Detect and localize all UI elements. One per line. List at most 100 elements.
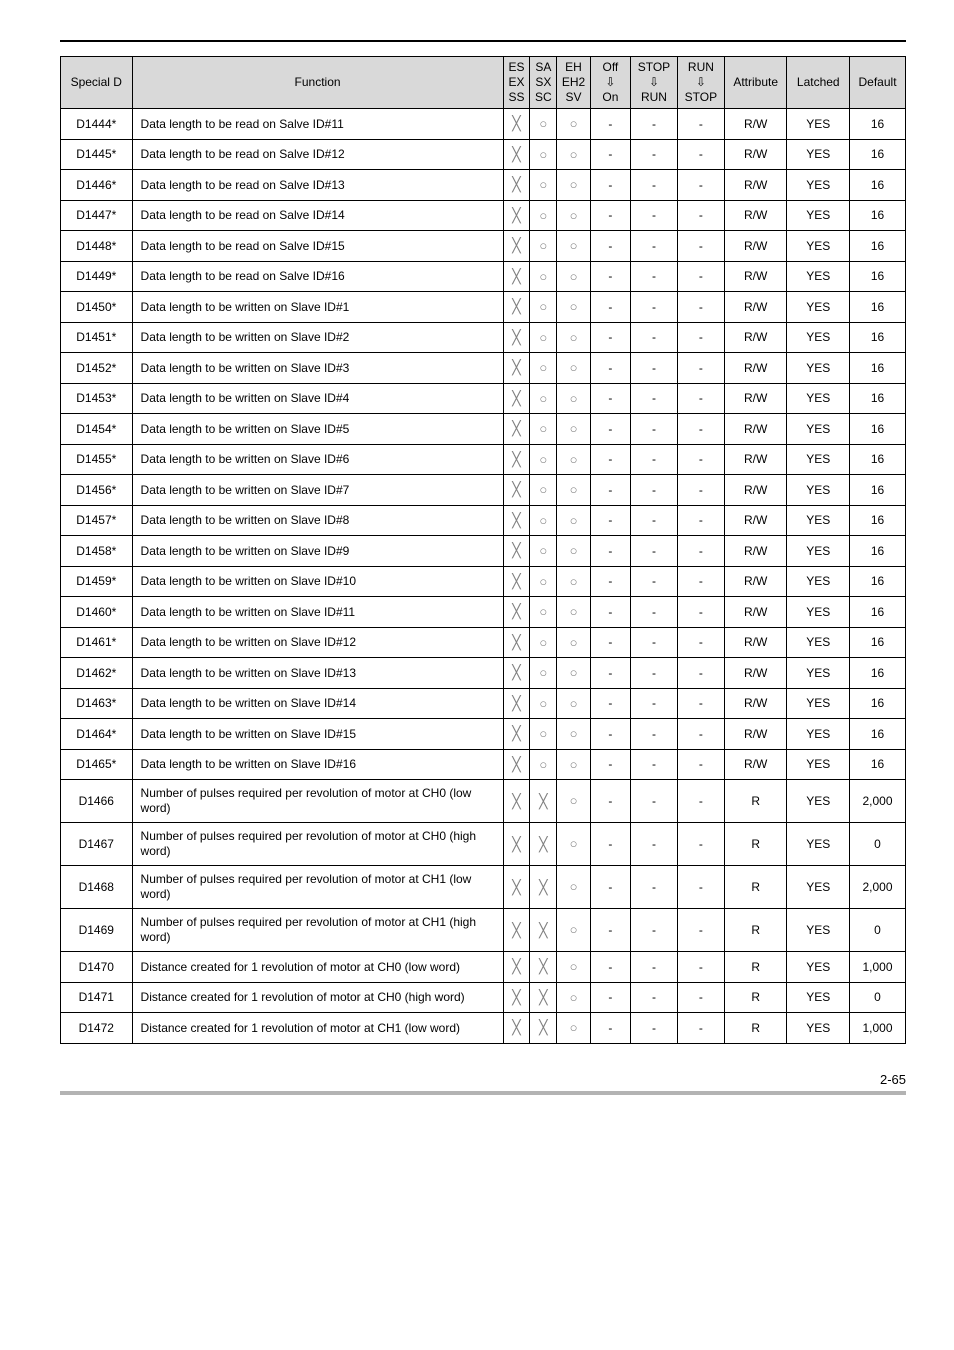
cell-latched: YES (787, 1013, 850, 1044)
special-d-table: Special D Function ES EX SS SA SX SC (60, 56, 906, 1044)
hdr-latched: Latched (787, 57, 850, 109)
cell-off: - (590, 170, 630, 201)
hdr-run: RUN ⇩ STOP (677, 57, 724, 109)
table-body: D1444*Data length to be read on Salve ID… (61, 109, 906, 1044)
cell-es: ╳ (503, 383, 530, 414)
cell-attribute: R/W (724, 566, 787, 597)
cell-off: - (590, 909, 630, 952)
cell-es: ╳ (503, 823, 530, 866)
cell-es: ╳ (503, 688, 530, 719)
cell-attribute: R/W (724, 231, 787, 262)
hdr-es-l3: SS (509, 91, 525, 105)
table-header: Special D Function ES EX SS SA SX SC (61, 57, 906, 109)
cell-run: - (677, 139, 724, 170)
cell-attribute: R/W (724, 688, 787, 719)
cell-attribute: R/W (724, 536, 787, 567)
cell-function: Distance created for 1 revolution of mot… (132, 1013, 503, 1044)
hdr-es: ES EX SS (503, 57, 530, 109)
page-footer: 2-65 (60, 1072, 906, 1095)
cell-latched: YES (787, 866, 850, 909)
cell-special-d: D1455* (61, 444, 133, 475)
footer-rule (60, 1091, 906, 1095)
cell-stop: - (631, 505, 678, 536)
cell-stop: - (631, 414, 678, 445)
cell-default: 16 (850, 231, 906, 262)
cell-function: Data length to be read on Salve ID#15 (132, 231, 503, 262)
cell-off: - (590, 536, 630, 567)
cell-attribute: R/W (724, 505, 787, 536)
cell-sa: ○ (530, 322, 557, 353)
cell-eh: ○ (557, 688, 591, 719)
cell-stop: - (631, 719, 678, 750)
cell-es: ╳ (503, 780, 530, 823)
cell-function: Data length to be written on Slave ID#10 (132, 566, 503, 597)
cell-off: - (590, 200, 630, 231)
cell-sa: ○ (530, 749, 557, 780)
cell-function: Data length to be read on Salve ID#12 (132, 139, 503, 170)
cell-sa: ○ (530, 383, 557, 414)
cell-stop: - (631, 383, 678, 414)
cell-eh: ○ (557, 231, 591, 262)
cell-default: 16 (850, 505, 906, 536)
table-row: D1446*Data length to be read on Salve ID… (61, 170, 906, 201)
cell-special-d: D1458* (61, 536, 133, 567)
hdr-off: Off ⇩ On (590, 57, 630, 109)
cell-sa: ○ (530, 444, 557, 475)
cell-special-d: D1448* (61, 231, 133, 262)
cell-latched: YES (787, 823, 850, 866)
cell-eh: ○ (557, 475, 591, 506)
cell-function: Data length to be written on Slave ID#16 (132, 749, 503, 780)
cell-attribute: R/W (724, 444, 787, 475)
cell-default: 16 (850, 536, 906, 567)
cell-eh: ○ (557, 261, 591, 292)
hdr-off-l3: On (602, 91, 618, 105)
cell-latched: YES (787, 139, 850, 170)
cell-run: - (677, 823, 724, 866)
cell-run: - (677, 952, 724, 983)
cell-run: - (677, 780, 724, 823)
cell-default: 16 (850, 688, 906, 719)
cell-off: - (590, 139, 630, 170)
table-row: D1464*Data length to be written on Slave… (61, 719, 906, 750)
cell-attribute: R/W (724, 139, 787, 170)
cell-run: - (677, 444, 724, 475)
cell-attribute: R/W (724, 719, 787, 750)
table-row: D1465*Data length to be written on Slave… (61, 749, 906, 780)
hdr-sa-l1: SA (535, 61, 551, 75)
cell-function: Distance created for 1 revolution of mot… (132, 982, 503, 1013)
cell-stop: - (631, 475, 678, 506)
cell-off: - (590, 414, 630, 445)
cell-run: - (677, 866, 724, 909)
cell-off: - (590, 383, 630, 414)
cell-default: 0 (850, 909, 906, 952)
cell-default: 16 (850, 597, 906, 628)
cell-run: - (677, 322, 724, 353)
cell-stop: - (631, 823, 678, 866)
cell-latched: YES (787, 109, 850, 140)
table-row: D1444*Data length to be read on Salve ID… (61, 109, 906, 140)
cell-off: - (590, 688, 630, 719)
page-number: 2-65 (880, 1072, 906, 1087)
cell-stop: - (631, 170, 678, 201)
cell-attribute: R/W (724, 200, 787, 231)
cell-stop: - (631, 566, 678, 597)
cell-stop: - (631, 322, 678, 353)
cell-run: - (677, 414, 724, 445)
cell-es: ╳ (503, 909, 530, 952)
cell-stop: - (631, 658, 678, 689)
cell-eh: ○ (557, 139, 591, 170)
cell-es: ╳ (503, 627, 530, 658)
cell-es: ╳ (503, 597, 530, 628)
cell-es: ╳ (503, 982, 530, 1013)
cell-eh: ○ (557, 982, 591, 1013)
cell-sa: ╳ (530, 866, 557, 909)
cell-stop: - (631, 292, 678, 323)
cell-run: - (677, 170, 724, 201)
cell-latched: YES (787, 597, 850, 628)
cell-sa: ○ (530, 597, 557, 628)
cell-off: - (590, 866, 630, 909)
table-row: D1471Distance created for 1 revolution o… (61, 982, 906, 1013)
hdr-es-l1: ES (509, 61, 525, 75)
cell-eh: ○ (557, 909, 591, 952)
cell-run: - (677, 658, 724, 689)
